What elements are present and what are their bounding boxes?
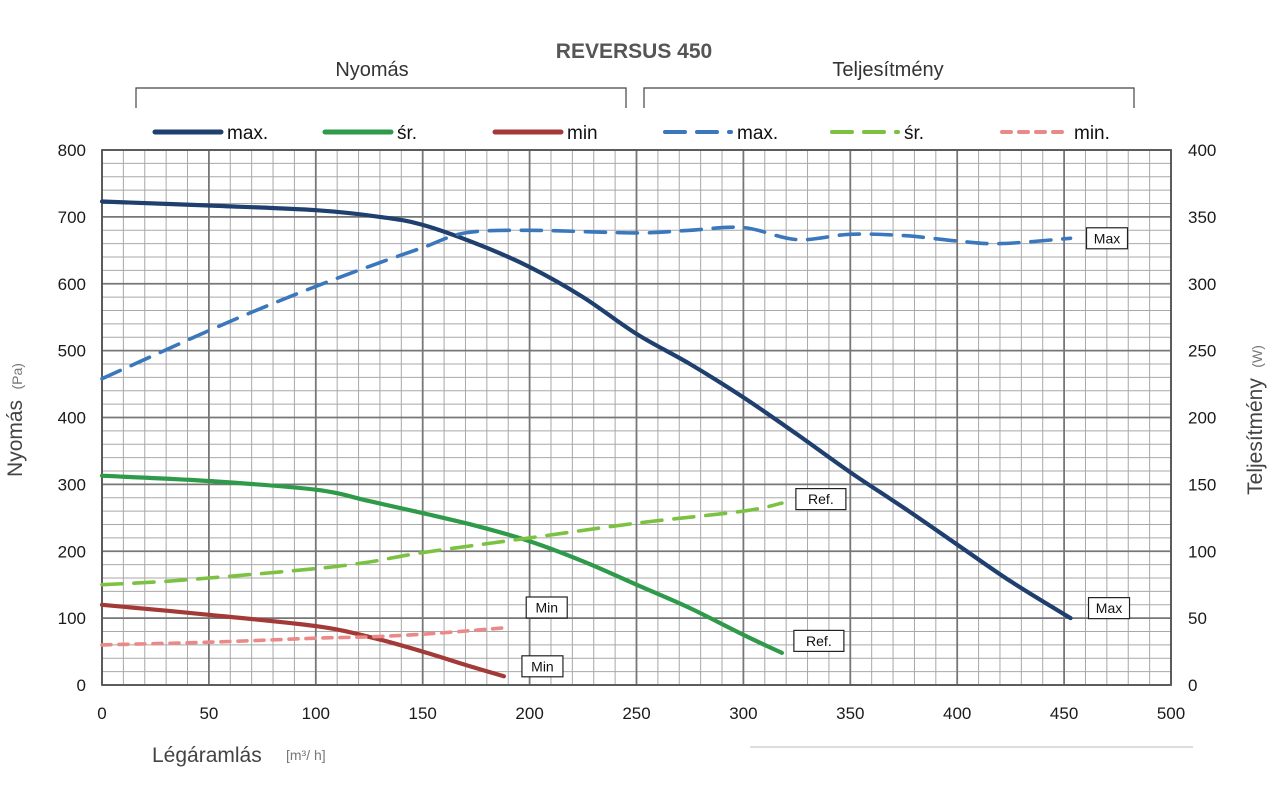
end-tag: Ref. xyxy=(793,629,845,653)
series-line-right-dashed-3 xyxy=(100,225,1073,381)
legend-label: śr. xyxy=(397,123,417,144)
svg-text:Teljesítmény (W): Teljesítmény (W) xyxy=(1244,345,1267,495)
end-tag-box xyxy=(521,655,564,678)
legend-label: max. xyxy=(737,123,778,144)
legend-item: max. xyxy=(152,123,268,144)
x-tick-label: 0 xyxy=(97,704,106,723)
legend-item: śr. xyxy=(830,123,924,144)
legend-item: min. xyxy=(1000,123,1110,144)
group-bracket-right xyxy=(643,87,1135,108)
end-tag-box xyxy=(1087,597,1131,620)
end-tag: Ref. xyxy=(795,488,847,511)
x-tick-label: 200 xyxy=(515,704,543,723)
legend-label: min xyxy=(567,123,598,144)
end-tag-label: Max xyxy=(1094,230,1120,246)
y-right-tick-label: 300 xyxy=(1188,275,1216,294)
end-tag-box xyxy=(1085,227,1129,250)
end-tag-label: Ref. xyxy=(808,491,834,507)
x-tick-label: 50 xyxy=(199,704,218,723)
legend-item: max. xyxy=(663,123,778,144)
y-right-title: Teljesítmény (W) xyxy=(1244,345,1267,495)
series-line-right-dashed-4 xyxy=(100,501,784,587)
legend-label: max. xyxy=(227,123,268,144)
y-right-tick-label: 400 xyxy=(1188,141,1216,160)
x-tick-label: 400 xyxy=(943,704,971,723)
series-line-left-solid-0 xyxy=(99,199,1073,621)
y-left-tick-label: 300 xyxy=(58,475,86,494)
y-left-label: Nyomás xyxy=(4,400,27,477)
y-left-tick-label: 0 xyxy=(77,676,86,695)
end-tags: Max Ref. Min Max Ref. Min xyxy=(521,227,1131,678)
group-label-left: Nyomás xyxy=(335,59,408,81)
tick-labels: 0 50 100 150 200 250 300 350 400 450 5000100200300… xyxy=(58,141,1217,723)
x-tick-label: 150 xyxy=(409,704,437,723)
group-label-right: Teljesítmény xyxy=(832,59,943,81)
x-tick-label: 450 xyxy=(1050,704,1078,723)
legend: max. śr. min max. śr. min. xyxy=(152,123,1110,144)
y-right-tick-label: 0 xyxy=(1188,676,1197,695)
legend-label: śr. xyxy=(904,123,924,144)
y-right-tick-label: 150 xyxy=(1188,475,1216,494)
end-tag-box xyxy=(795,488,847,511)
x-tick-label: 350 xyxy=(836,704,864,723)
y-left-tick-label: 700 xyxy=(58,208,86,227)
end-tag-box xyxy=(525,596,568,619)
end-tag-label: Min xyxy=(535,599,558,615)
end-tag: Min xyxy=(521,655,564,678)
plot-frame xyxy=(101,149,1172,686)
legend-item: śr. xyxy=(322,123,417,144)
end-tag-box xyxy=(793,629,845,653)
y-right-tick-label: 100 xyxy=(1188,542,1216,561)
svg-text:Nyomás (Pa): Nyomás (Pa) xyxy=(4,363,27,477)
x-tick-label: 500 xyxy=(1157,704,1185,723)
y-left-tick-label: 100 xyxy=(58,609,86,628)
y-left-title: Nyomás (Pa) xyxy=(4,363,27,477)
y-left-unit: (Pa) xyxy=(9,363,25,389)
series-line-left-solid-1 xyxy=(99,473,784,655)
end-tag: Max xyxy=(1085,227,1129,250)
end-tag-label: Ref. xyxy=(806,633,832,649)
end-tag-label: Max xyxy=(1096,600,1122,616)
end-tag: Max xyxy=(1087,597,1131,620)
x-tick-label: 300 xyxy=(729,704,757,723)
end-tag-label: Min xyxy=(531,658,554,674)
y-right-tick-label: 200 xyxy=(1188,409,1216,428)
y-right-label: Teljesítmény xyxy=(1244,378,1267,495)
x-axis-title: Légáramlás xyxy=(152,744,262,767)
chart-title: REVERSUS 450 xyxy=(556,40,712,63)
y-left-tick-label: 600 xyxy=(58,275,86,294)
x-axis-unit: [m³/ h] xyxy=(286,747,326,763)
y-left-tick-label: 400 xyxy=(58,409,86,428)
y-left-tick-label: 800 xyxy=(58,141,86,160)
group-bracket-left xyxy=(135,87,627,108)
series-line-left-solid-2 xyxy=(99,602,506,679)
y-right-unit: (W) xyxy=(1249,345,1265,368)
y-right-tick-label: 250 xyxy=(1188,342,1216,361)
end-tag: Min xyxy=(525,596,568,619)
y-right-tick-label: 350 xyxy=(1188,208,1216,227)
x-tick-label: 100 xyxy=(302,704,330,723)
series-line-right-dashed-5 xyxy=(100,625,510,647)
y-right-tick-label: 50 xyxy=(1188,609,1207,628)
series-lines xyxy=(99,199,1073,679)
y-left-tick-label: 500 xyxy=(58,342,86,361)
grid xyxy=(101,149,1172,686)
legend-label: min. xyxy=(1074,123,1110,144)
y-left-tick-label: 200 xyxy=(58,542,86,561)
legend-item: min xyxy=(492,123,598,144)
x-tick-label: 250 xyxy=(622,704,650,723)
